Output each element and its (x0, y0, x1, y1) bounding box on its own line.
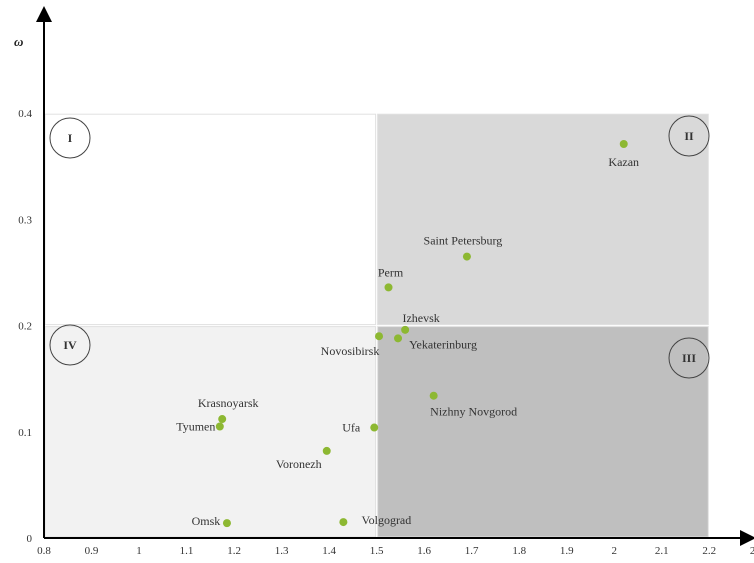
point-perm (384, 283, 393, 292)
point-tyumen (215, 422, 224, 431)
label-ufa: Ufa (342, 421, 361, 435)
x-tick-label: 2.3 (750, 545, 754, 557)
point-saint-petersburg (462, 252, 471, 261)
y-tick-label: 0.2 (18, 321, 32, 333)
point-voronezh (322, 446, 331, 455)
point-yekaterinburg (394, 334, 403, 343)
point-krasnoyarsk (218, 415, 227, 424)
point-omsk (222, 519, 231, 528)
quadrant-i-label: I (68, 131, 73, 145)
x-tick-label: 1.7 (465, 545, 479, 557)
quadrant-i-circle (49, 117, 91, 159)
label-novosibirsk: Novosibirsk (321, 344, 380, 358)
label-voronezh: Voronezh (276, 457, 322, 471)
label-yekaterinburg: Yekaterinburg (409, 337, 477, 351)
x-tick-label: 0.9 (85, 545, 99, 557)
label-kazan: Kazan (608, 155, 639, 169)
point-novosibirsk (375, 332, 384, 341)
point-nizhny-novgorod (429, 391, 438, 400)
label-nizhny-novgorod: Nizhny Novgorod (430, 405, 517, 419)
label-perm: Perm (378, 265, 404, 279)
quadrant-i-region (44, 113, 377, 326)
label-omsk: Omsk (192, 514, 221, 528)
quadrant-iv-label: IV (63, 338, 77, 352)
point-ufa (370, 423, 379, 432)
x-tick-label: 2.2 (702, 545, 716, 557)
quadrant-iii-circle (668, 337, 710, 379)
y-axis-title: ω (14, 34, 23, 49)
y-tick-label: 0.4 (18, 108, 32, 120)
quadrant-iv-circle (49, 324, 91, 366)
y-tick-label: 0 (27, 533, 33, 545)
x-tick-label: 1.9 (560, 545, 574, 557)
quadrant-ii-region (377, 113, 709, 326)
x-tick-label: 1 (136, 545, 142, 557)
axes: ω (14, 6, 754, 546)
label-izhevsk: Izhevsk (402, 311, 439, 325)
quadrant-ii-label: II (684, 129, 694, 143)
y-tick-label: 0.3 (18, 214, 32, 226)
point-izhevsk (401, 325, 410, 334)
x-tick-label: 1.5 (370, 545, 384, 557)
point-labels: Kazan Saint Petersburg Perm Izhevsk Novosibi… (176, 155, 639, 528)
label-saint-petersburg: Saint Petersburg (424, 234, 503, 248)
x-tick-label: 1.6 (417, 545, 431, 557)
label-volgograd: Volgograd (361, 513, 411, 527)
point-kazan (619, 139, 628, 148)
quadrant-iii-region (377, 326, 709, 538)
data-points (215, 139, 628, 528)
quadrant-ii-circle (668, 115, 710, 157)
tick-labels: 0.8 0.9 1 1.1 1.2 1.3 1.4 1.5 1.6 1.7 1.8 1.9 2 2.1 2.… (18, 108, 754, 557)
y-tick-label: 0.1 (18, 427, 32, 439)
point-volgograd (339, 518, 348, 527)
label-tyumen: Tyumen (176, 419, 215, 433)
x-tick-label: 2.1 (655, 545, 669, 557)
x-tick-label: 2 (611, 545, 617, 557)
x-tick-label: 1.8 (512, 545, 526, 557)
x-tick-label: 1.1 (180, 545, 194, 557)
quadrant-iv-region (44, 326, 377, 538)
x-tick-label: 1.2 (227, 545, 241, 557)
label-krasnoyarsk: Krasnoyarsk (198, 396, 259, 410)
x-tick-label: 1.3 (275, 545, 289, 557)
x-tick-label: 0.8 (37, 545, 51, 557)
x-tick-label: 1.4 (322, 545, 336, 557)
quadrant-iii-label: III (682, 351, 696, 365)
